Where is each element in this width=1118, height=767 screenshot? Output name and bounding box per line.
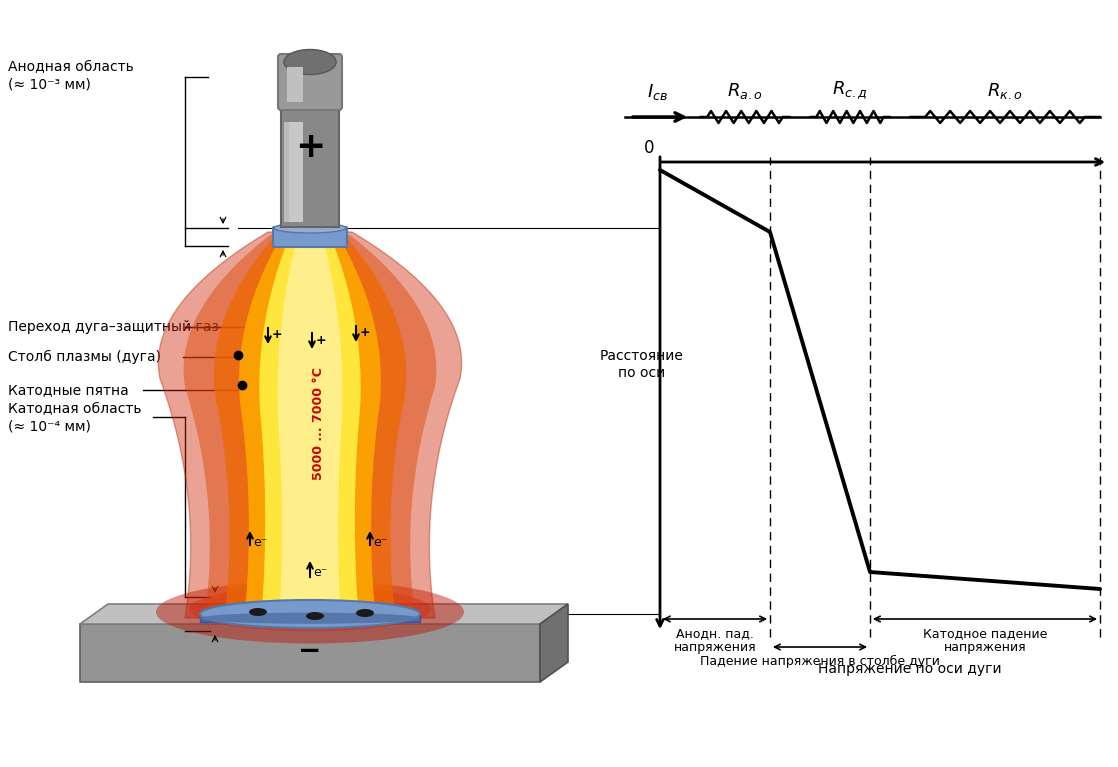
Text: $R_{к.о}$: $R_{к.о}$ — [987, 81, 1023, 101]
Text: (≈ 10⁻⁴ мм): (≈ 10⁻⁴ мм) — [8, 420, 91, 434]
Text: 5000 ... 7000 °C: 5000 ... 7000 °C — [312, 367, 324, 480]
Text: e⁻: e⁻ — [373, 535, 387, 548]
Bar — [284, 122, 288, 222]
Bar — [287, 67, 303, 102]
Polygon shape — [239, 239, 381, 610]
Text: $I_{св}$: $I_{св}$ — [646, 82, 667, 102]
Text: Катодные пятна: Катодные пятна — [8, 383, 129, 397]
Text: напряжения: напряжения — [674, 641, 756, 654]
Text: e⁻: e⁻ — [313, 565, 328, 578]
Ellipse shape — [284, 50, 337, 74]
Text: 0: 0 — [644, 139, 654, 157]
Text: $R_{с.д}$: $R_{с.д}$ — [832, 79, 868, 101]
Text: Катодное падение: Катодное падение — [922, 627, 1048, 640]
Text: e⁻: e⁻ — [253, 535, 267, 548]
Text: напряжения: напряжения — [944, 641, 1026, 654]
Text: Столб плазмы (дуга): Столб плазмы (дуга) — [8, 350, 161, 364]
Text: −: − — [299, 637, 322, 665]
Ellipse shape — [306, 612, 324, 620]
FancyBboxPatch shape — [273, 227, 347, 247]
Text: Расстояние
по оси: Расстояние по оси — [600, 350, 684, 380]
Text: $R_{а.о}$: $R_{а.о}$ — [727, 81, 762, 101]
Text: +: + — [316, 334, 326, 347]
Polygon shape — [259, 240, 361, 608]
Ellipse shape — [189, 587, 432, 631]
Polygon shape — [80, 604, 568, 624]
Ellipse shape — [356, 609, 375, 617]
Text: Напряжение по оси дуги: Напряжение по оси дуги — [818, 662, 1002, 676]
Ellipse shape — [200, 600, 420, 628]
FancyBboxPatch shape — [278, 54, 342, 110]
Ellipse shape — [200, 613, 420, 624]
Polygon shape — [159, 232, 462, 618]
Text: Переход дуга–защитный газ: Переход дуга–защитный газ — [8, 320, 219, 334]
Text: +: + — [272, 328, 283, 341]
Text: Анодная область: Анодная область — [8, 60, 134, 74]
Text: +: + — [360, 327, 371, 340]
Polygon shape — [540, 604, 568, 682]
Text: +: + — [295, 130, 325, 164]
Polygon shape — [214, 237, 406, 613]
Bar — [287, 122, 303, 222]
Ellipse shape — [274, 223, 345, 233]
Ellipse shape — [157, 581, 464, 644]
Polygon shape — [183, 235, 436, 615]
Text: Падение напряжения в столбе дуги: Падение напряжения в столбе дуги — [700, 655, 940, 668]
Bar — [281, 67, 339, 227]
Polygon shape — [200, 614, 420, 622]
Text: (≈ 10⁻³ мм): (≈ 10⁻³ мм) — [8, 78, 91, 92]
Polygon shape — [277, 242, 342, 605]
Text: Анодн. пад.: Анодн. пад. — [676, 627, 754, 640]
Text: Катодная область: Катодная область — [8, 402, 142, 416]
Ellipse shape — [249, 608, 267, 616]
Polygon shape — [80, 624, 540, 682]
